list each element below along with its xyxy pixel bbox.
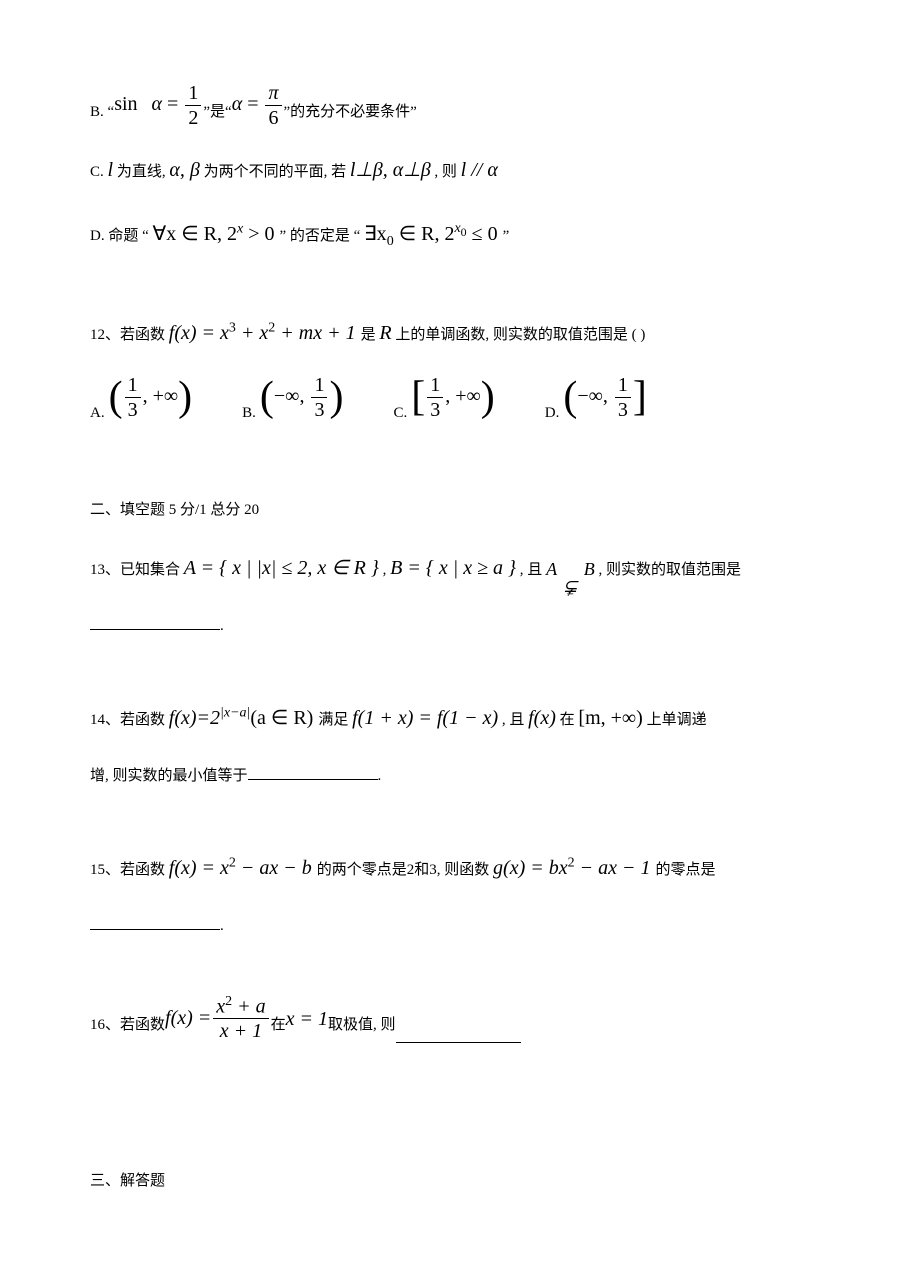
opt-b-q1: “ [108,94,115,130]
q13-mid: , 且 [520,562,546,578]
opt-b-q1c: ” [203,94,210,130]
opt-d-p2c: ≤ 0 [467,223,498,245]
q13-A: A = { x | |x| ≤ 2, x ∈ R } [184,557,379,579]
opt-d-t3: ” [503,228,510,244]
q15-blank [90,915,220,930]
section2-title: 二、填空题 5 分/1 总分 20 [90,492,830,528]
opt-d-t2: ” 的否定是 “ [279,228,360,244]
opt-b-q2: “ [225,94,232,130]
opt-b-label: B. [90,94,104,130]
opt-d-p2: ∃x [364,223,387,245]
q13-line2: . [90,608,830,644]
q14-blank [248,765,378,780]
q12-stem: 12、若函数 f(x) = x3 + x2 + mx + 1 是 R 上的单调函… [90,309,830,357]
opt-b-frac1: 1 2 [185,81,201,130]
q15-line2: . [90,908,830,944]
opt-c-ab: α, β [169,159,199,181]
opt-b-sin: sin [114,93,137,115]
opt-b-line: B. “ sin α = 1 2 ” 是 “ α = π 6 ” 的充分不必要条… [90,80,830,130]
q13-line1: 13、已知集合 A = { x | |x| ≤ 2, x ∈ R } , B =… [90,544,830,592]
opt-b-mid: 是 [210,94,225,130]
opt-c-line: C. l 为直线, α, β 为两个不同的平面, 若 l⊥β, α⊥β , 则 … [90,146,830,194]
q12-opt-c: C. [ 13, +∞ ) [393,373,494,422]
q13-blank [90,615,220,630]
q15-line1: 15、若函数 f(x) = x2 − ax − b 的两个零点是2和3, 则函数… [90,844,830,892]
q14-prefix: 14、若函数 [90,712,169,728]
opt-d-label: D. [90,228,105,244]
opt-c-l1: l [108,159,114,181]
opt-d-s0: 0 [387,234,394,249]
q14-line2: 增, 则实数的最小值等于. [90,758,830,794]
opt-d-line: D. 命题 “ ∀x ∈ R, 2x > 0 ” 的否定是 “ ∃x0 ∈ R,… [90,210,830,259]
opt-d-t1: 命题 “ [108,228,148,244]
q16-line: 16、若函数 f(x) = x2 + a x + 1 在 x = 1 取极值, … [90,994,830,1044]
q13-tail: , 则实数的取值范围是 [598,562,741,578]
opt-d-p2b: ∈ R, 2 [394,223,455,245]
opt-b-eq2: = [247,93,263,115]
opt-b-frac2: π 6 [265,81,281,130]
opt-c-t3: , 则 [434,164,457,180]
opt-d-p1b: > 0 [243,223,274,245]
q15-prefix: 15、若函数 [90,862,165,878]
opt-b-alpha2: α [232,93,243,115]
opt-b-tail: 的充分不必要条件” [290,94,417,130]
q12-f: f(x) = x [169,322,229,344]
q12-R: R [379,322,391,344]
q12-opt-d: D. ( −∞, 13 ] [545,373,647,422]
opt-d-p1: ∀x ∈ R, 2 [153,223,237,245]
opt-c-t2: 为两个不同的平面, 若 [204,164,350,180]
section3-title: 三、解答题 [90,1163,830,1199]
opt-c-t1: 为直线, [117,164,170,180]
q12-prefix: 12、若函数 [90,327,165,343]
q12-mid: 是 [361,327,376,343]
opt-c-para: l // α [461,159,498,181]
opt-c-perp: l⊥β, α⊥β [350,159,431,181]
q14-line1: 14、若函数 f(x)=2|x−a|(a ∈ R) 满足 f(1 + x) = … [90,694,830,742]
opt-b-eq1: = [167,93,183,115]
q13-B: B = { x | x ≥ a } [390,557,516,579]
opt-b-alpha1: α [152,93,163,115]
q16-prefix: 16、若函数 [90,1007,165,1043]
q13-prefix: 13、已知集合 [90,562,180,578]
q12-opt-a: A. ( 13, +∞ ) [90,373,192,422]
q12-tail: 上的单调函数, 则实数的取值范围是 ( ) [395,327,645,343]
q16-blank [396,1028,521,1043]
q12-opt-b: B. ( −∞, 13 ) [242,373,343,422]
opt-c-label: C. [90,164,104,180]
q12-options: A. ( 13, +∞ ) B. ( −∞, 13 ) C. [ 13, +∞ … [90,373,830,422]
opt-b-q2c: ” [284,94,291,130]
